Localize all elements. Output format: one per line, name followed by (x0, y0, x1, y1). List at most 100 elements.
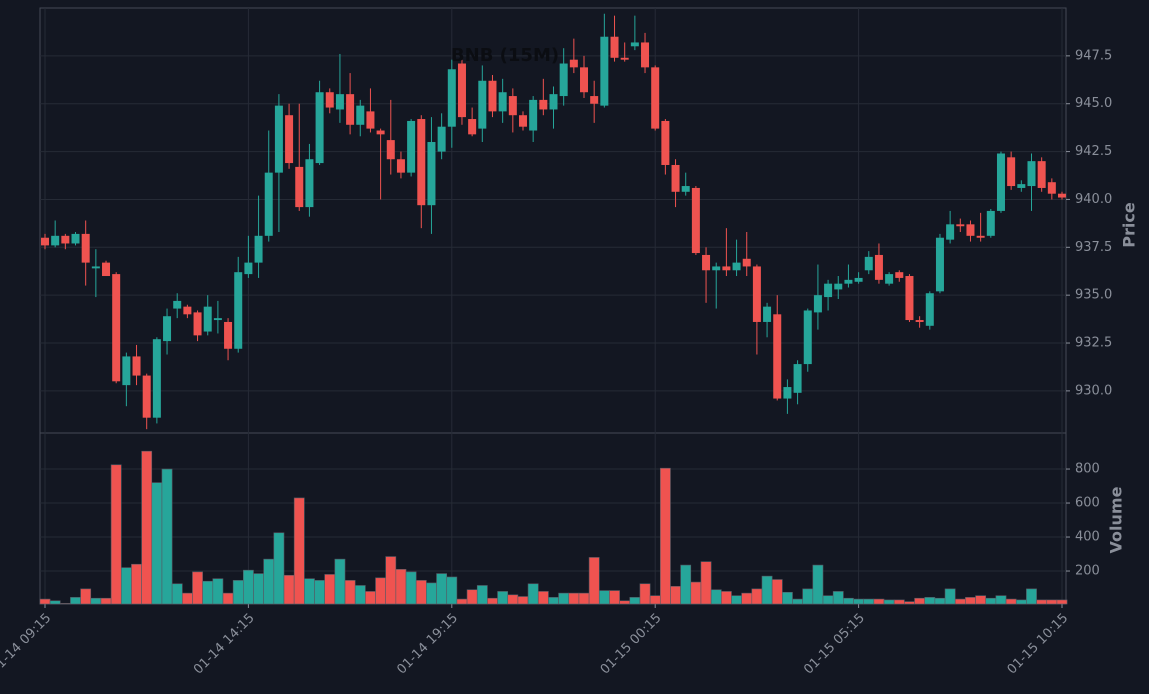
volume-bar (741, 592, 753, 605)
volume-bar (141, 450, 153, 605)
candle-body (427, 142, 436, 206)
volume-bar (863, 598, 875, 605)
volume-bar (802, 588, 814, 605)
volume-bar (202, 580, 214, 605)
x-tick-label: 01-14 09:15 (0, 611, 54, 678)
volume-bar (710, 589, 722, 605)
volume-bar (975, 595, 987, 605)
volume-bar (822, 595, 834, 605)
candle-body (671, 164, 680, 192)
volume-bar (690, 581, 702, 605)
volume-bar (80, 588, 92, 605)
candle-body (71, 233, 80, 244)
volume-bar (619, 600, 631, 605)
volume-bar (507, 594, 519, 605)
candle-body (1007, 157, 1016, 187)
volume-bar (639, 583, 651, 605)
volume-bar (934, 597, 946, 605)
candle-body (488, 80, 497, 112)
y-tick-label: 200 (1075, 564, 1100, 579)
y-tick-label: 935.0 (1075, 288, 1112, 303)
candle-body (834, 283, 843, 290)
y-tick-label: 800 (1075, 462, 1100, 477)
candle-body (41, 237, 49, 246)
candle-body (91, 266, 100, 269)
volume-bar (253, 573, 264, 605)
volume-bar (39, 598, 51, 605)
volume-bar (304, 578, 315, 605)
volume-bar (476, 585, 488, 605)
y-tick-label: 940.0 (1075, 192, 1112, 207)
volume-bar (1036, 599, 1048, 605)
y-tick-label: 600 (1075, 496, 1100, 511)
volume-bar (456, 598, 468, 605)
x-tick-label: 01-15 05:15 (801, 611, 868, 678)
volume-bar (110, 464, 122, 605)
candle-body (956, 224, 965, 227)
candle-body (417, 119, 426, 206)
candle-body (946, 224, 955, 240)
candle-body (335, 94, 344, 110)
volume-bar (1005, 598, 1017, 605)
candle-body (915, 320, 924, 322)
candle-body (325, 92, 334, 108)
candle-body (213, 318, 222, 321)
y-tick-label: 930.0 (1075, 383, 1112, 398)
candle-body (600, 36, 609, 106)
volume-bar (212, 578, 224, 605)
volume-bar (426, 582, 437, 605)
candle-body (620, 57, 629, 60)
volume-bar (324, 574, 336, 605)
candle-body (976, 235, 985, 238)
volume-bar (232, 580, 244, 605)
candle-body (549, 94, 558, 110)
candle-body (447, 69, 456, 127)
candle-body (396, 159, 405, 173)
volume-bar (853, 598, 864, 605)
candle-body (163, 316, 172, 342)
candle-body (61, 235, 70, 244)
volume-bar (721, 591, 732, 605)
volume-bar (904, 601, 915, 605)
volume-bar (527, 583, 539, 605)
candle-body (1017, 184, 1026, 188)
candle-body (366, 111, 375, 129)
volume-bar (466, 589, 478, 605)
volume-bar (365, 591, 376, 605)
candle-body (457, 63, 466, 118)
volume-bar (293, 497, 305, 605)
candle-body (1027, 161, 1036, 187)
candle-body (112, 274, 121, 382)
candle-body (712, 266, 721, 271)
volume-bar (49, 600, 61, 605)
volume-bar (812, 564, 824, 605)
x-tick-label: 01-14 19:15 (394, 611, 461, 678)
price-panel (39, 7, 1067, 434)
volume-panel (39, 432, 1067, 605)
volume-bar (924, 597, 936, 605)
candle-body (244, 262, 253, 275)
candle-body (498, 92, 507, 112)
volume-bar (375, 577, 386, 605)
chart-title: BNB (15M) (451, 45, 559, 66)
volume-bar (131, 563, 142, 605)
volume-bar (883, 599, 895, 605)
volume-bar (537, 591, 549, 605)
volume-bar (843, 597, 854, 605)
volume-bar (670, 586, 681, 605)
volume-bar (659, 467, 671, 605)
candle-body (559, 63, 568, 97)
candle-body (102, 262, 111, 277)
candle-body (203, 306, 212, 332)
volume-bar (914, 597, 926, 605)
x-tick-label: 01-14 14:15 (191, 611, 258, 678)
volume-bar (314, 580, 325, 605)
candle-body (854, 277, 863, 282)
volume-bar (192, 571, 203, 605)
x-tick-label: 01-15 00:15 (598, 611, 665, 678)
candle-body (966, 224, 975, 236)
candle-body (732, 262, 741, 271)
volume-bar (70, 597, 81, 605)
y-tick-label: 932.5 (1075, 336, 1112, 351)
candle-body (702, 254, 711, 271)
